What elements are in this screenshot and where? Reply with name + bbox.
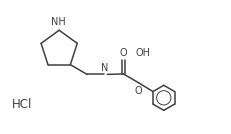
Text: O: O: [119, 48, 127, 58]
Text: OH: OH: [135, 48, 150, 58]
Text: NH: NH: [50, 17, 65, 27]
Text: O: O: [134, 85, 142, 96]
Text: N: N: [100, 63, 108, 73]
Text: HCl: HCl: [12, 98, 32, 111]
